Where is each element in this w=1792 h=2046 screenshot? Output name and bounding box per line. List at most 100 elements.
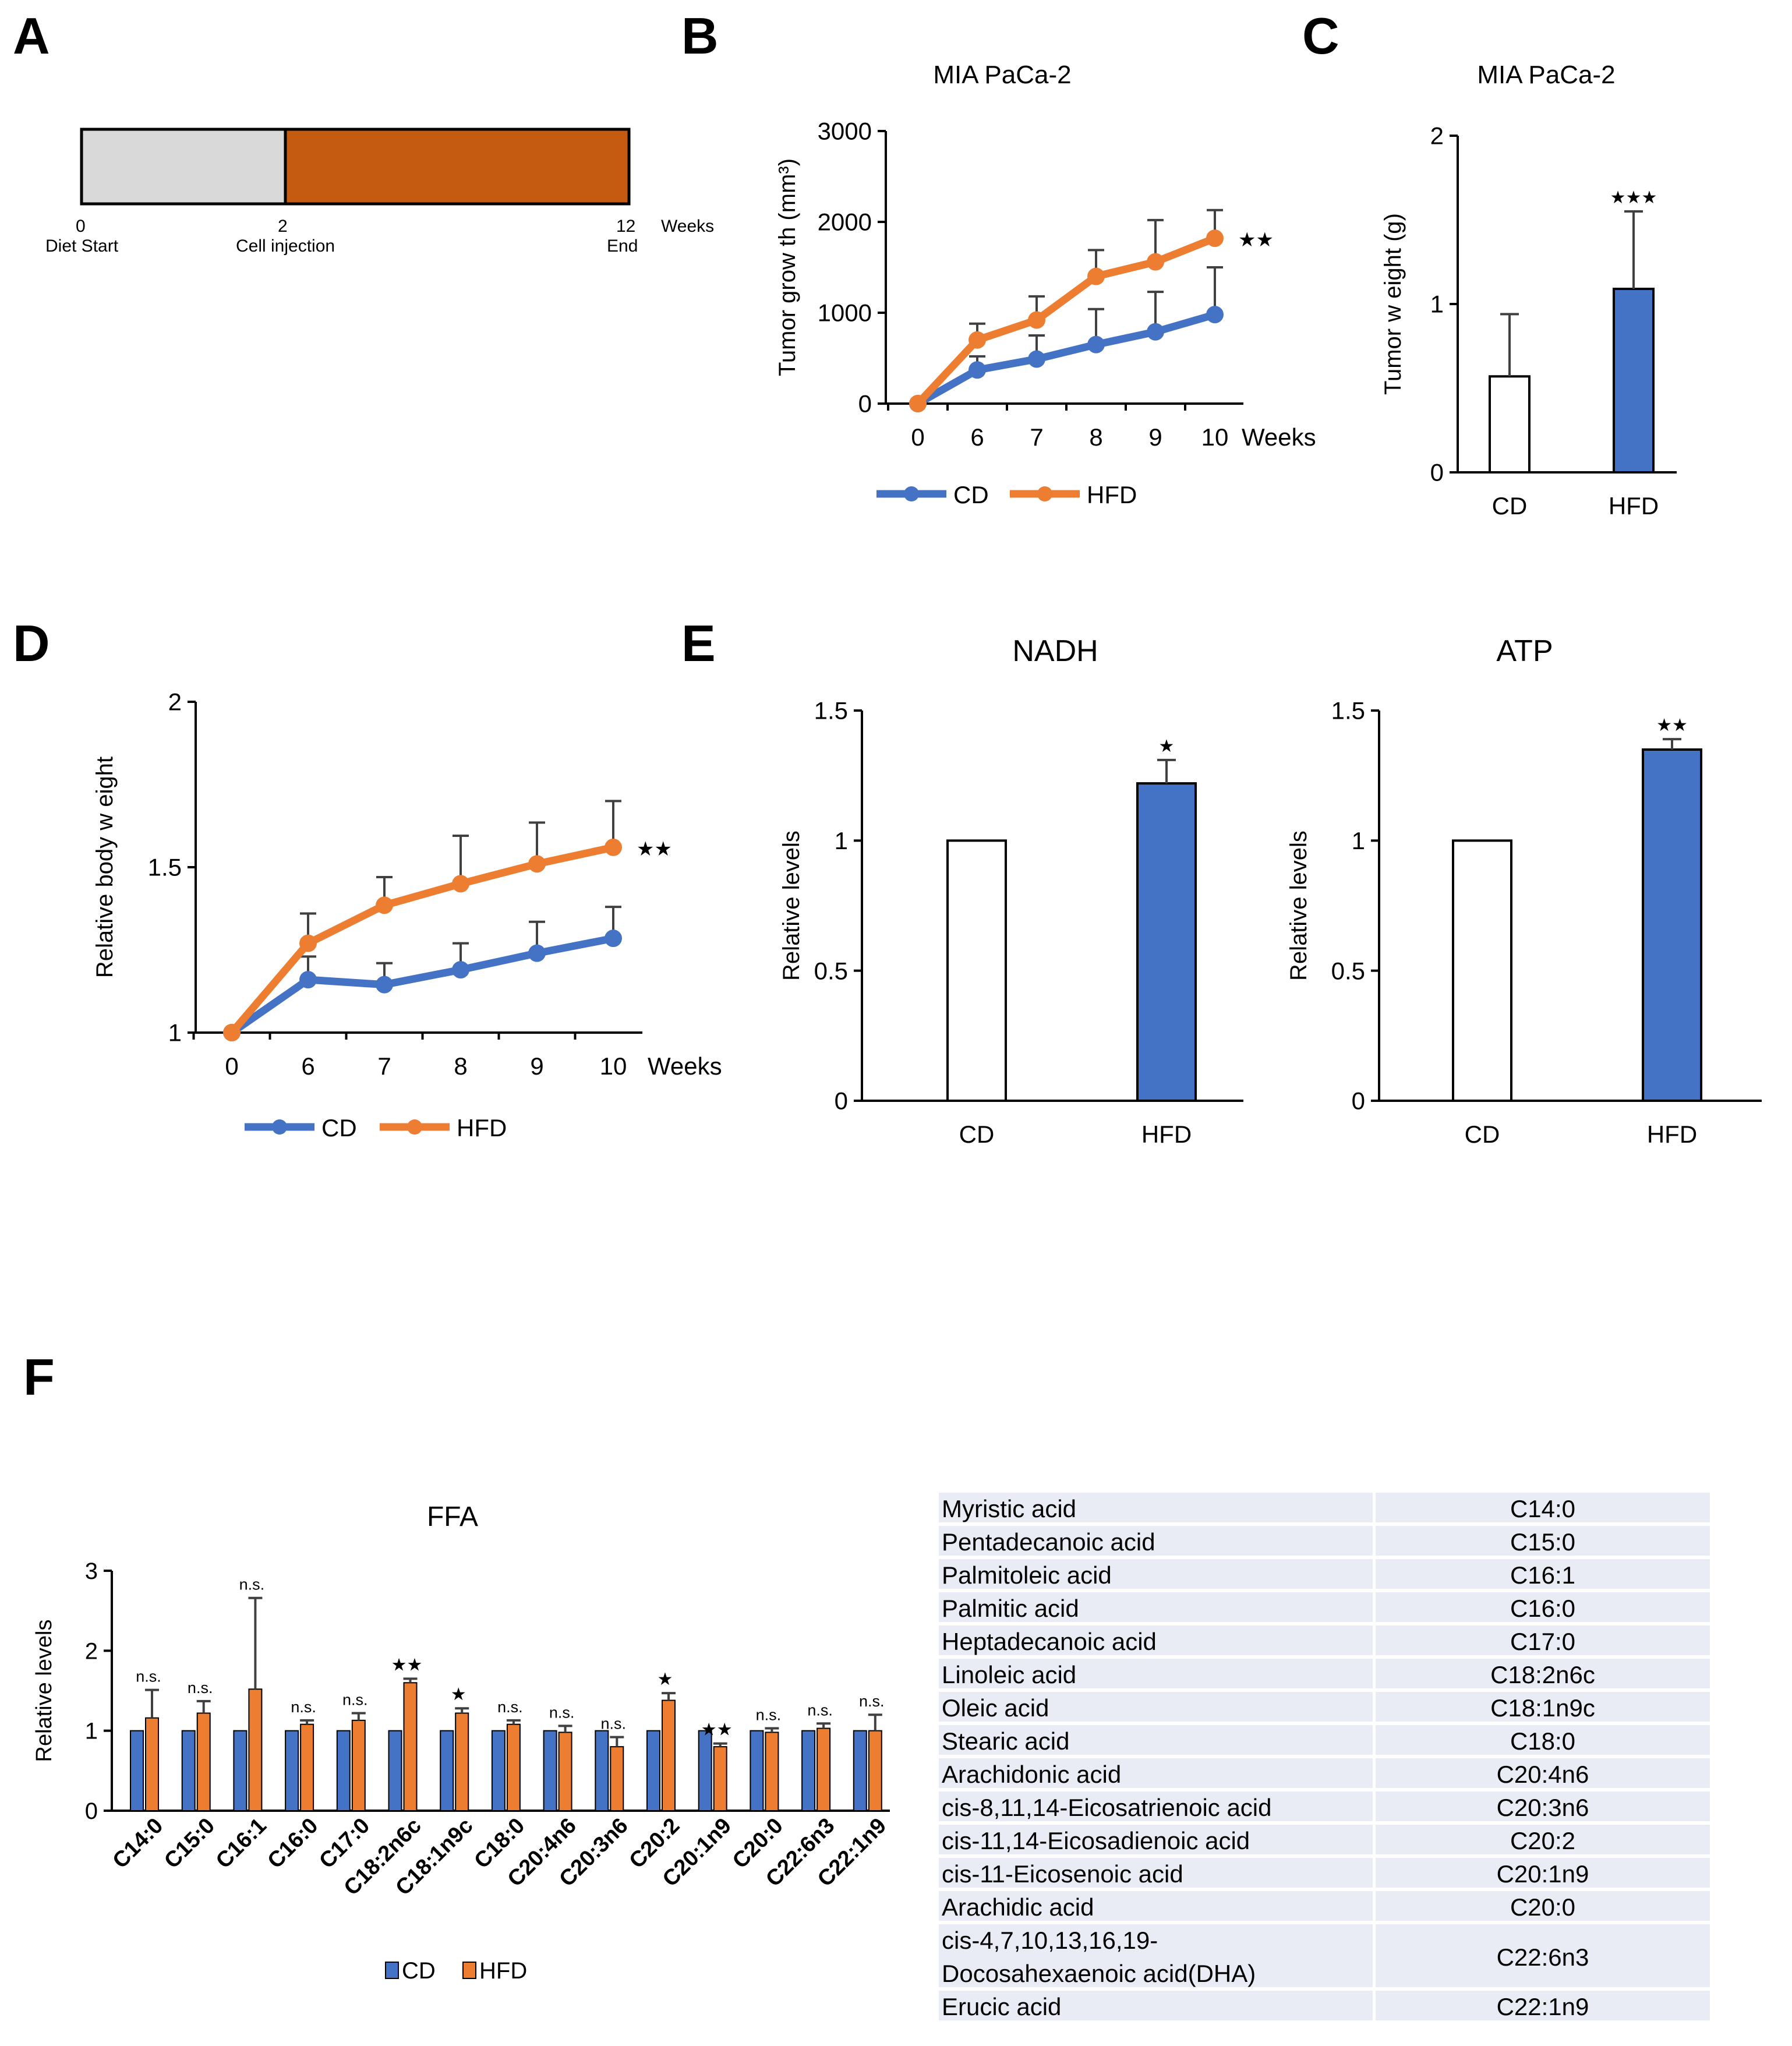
significance-marker: ★ xyxy=(658,1670,673,1689)
acid-code: C18:2n6c xyxy=(1490,1661,1595,1688)
table-row: cis-4,7,10,13,16,19- Docosahexaenoic acid… xyxy=(939,1924,1710,1987)
bar-hfd xyxy=(196,1712,211,1812)
x-tick-label: CD xyxy=(959,1121,995,1148)
significance-marker: n.s. xyxy=(291,1698,316,1716)
x-tick-label: 7 xyxy=(377,1052,391,1080)
table-cell-bg xyxy=(939,1526,1373,1556)
x-tick-label: 10 xyxy=(1201,423,1229,451)
significance-marker: ★★ xyxy=(1238,229,1274,251)
bar-cd xyxy=(853,1730,867,1812)
significance-marker: n.s. xyxy=(497,1698,523,1716)
table-row: cis-11,14-Eicosadienoic acid C20:2 xyxy=(939,1825,1710,1854)
table-cell-bg xyxy=(939,1991,1373,2020)
bar-hfd xyxy=(145,1717,159,1812)
significance-marker: ★★ xyxy=(701,1720,733,1740)
table-cell-bg xyxy=(1376,1493,1710,1522)
table-cell-bg xyxy=(1376,1924,1710,1987)
x-tick-label: CD xyxy=(1492,492,1528,520)
significance-marker: n.s. xyxy=(807,1701,833,1719)
x-axis-unit: Weeks xyxy=(648,1052,722,1080)
bar-hfd xyxy=(403,1682,418,1811)
table-row: Pentadecanoic acid C15:0 xyxy=(939,1526,1710,1556)
significance-marker: ★★ xyxy=(1656,716,1688,735)
panel-label-d: D xyxy=(13,614,50,672)
chart-title: MIA PaCa-2 xyxy=(933,61,1071,89)
table-row: Arachidic acid C20:0 xyxy=(939,1891,1710,1921)
bar-hfd xyxy=(248,1688,263,1812)
data-point-hfd xyxy=(605,838,622,856)
bar-cd xyxy=(1452,839,1512,1102)
chart-title: MIA PaCa-2 xyxy=(1477,61,1615,89)
significance-marker: n.s. xyxy=(859,1692,885,1710)
bar-hfd xyxy=(455,1712,469,1812)
timeline-label-cell-injection: Cell injection xyxy=(236,236,335,256)
acid-name: Stearic acid xyxy=(942,1727,1069,1755)
legend-label-hfd: HFD xyxy=(457,1114,507,1142)
y-tick-label: 3 xyxy=(85,1559,98,1584)
bar-hfd xyxy=(610,1746,624,1811)
data-point-hfd xyxy=(1206,229,1224,248)
y-tick-label: 1 xyxy=(1352,827,1365,854)
table-cell-bg xyxy=(1376,1825,1710,1854)
table-cell-bg xyxy=(939,1692,1373,1722)
table-cell-bg xyxy=(1376,1725,1710,1755)
bar-cd xyxy=(285,1730,299,1812)
acid-name: Palmitoleic acid xyxy=(942,1561,1112,1589)
y-tick-label: 0 xyxy=(85,1798,98,1824)
bar-cd xyxy=(388,1730,402,1812)
significance-marker: n.s. xyxy=(188,1679,213,1697)
data-point-cd xyxy=(605,930,622,948)
y-tick-label: 0 xyxy=(1352,1087,1365,1115)
table-cell-bg xyxy=(939,1924,1373,1987)
significance-marker: n.s. xyxy=(756,1706,782,1724)
bar-cd xyxy=(181,1730,196,1812)
panel-label-f: F xyxy=(23,1348,55,1406)
y-tick-label: 3000 xyxy=(818,118,872,145)
y-tick-label: 1.5 xyxy=(1331,697,1365,725)
y-tick-label: 1.5 xyxy=(148,854,182,881)
bar-hfd xyxy=(351,1719,366,1811)
table-cell-bg xyxy=(939,1791,1373,1821)
x-tick-label: 8 xyxy=(454,1052,467,1080)
acid-name: Myristic acid xyxy=(942,1495,1076,1522)
table-cell-bg xyxy=(1376,1758,1710,1788)
x-tick-label: 6 xyxy=(970,423,984,451)
legend-marker-cd xyxy=(272,1119,287,1135)
data-point-cd xyxy=(299,971,317,989)
table-row: Myristic acid C14:0 xyxy=(939,1493,1710,1522)
table-row: cis-8,11,14-Eicosatrienoic acid C20:3n6 xyxy=(939,1791,1710,1821)
y-tick-label: 0 xyxy=(835,1087,848,1115)
data-point-hfd xyxy=(909,395,927,412)
x-tick-label: C16:1 xyxy=(211,1814,271,1874)
legend-marker-hfd xyxy=(1037,486,1052,501)
bar-hfd xyxy=(817,1727,831,1811)
legend-swatch-hfd xyxy=(462,1962,476,1979)
x-tick-label: 7 xyxy=(1030,423,1043,451)
data-point-cd xyxy=(452,961,469,979)
y-tick-label: 2 xyxy=(85,1638,98,1664)
table-cell-bg xyxy=(1376,1526,1710,1556)
x-tick-label: C14:0 xyxy=(108,1814,168,1874)
y-axis-title: Relative levels xyxy=(1286,831,1312,981)
x-tick-label: CD xyxy=(1465,1121,1500,1148)
series-line-cd xyxy=(916,310,1216,407)
table-cell-bg xyxy=(939,1659,1373,1688)
x-tick-label: 6 xyxy=(301,1052,314,1080)
timeline-tick-2: 2 xyxy=(278,217,288,236)
table-cell-bg xyxy=(939,1758,1373,1788)
x-tick-label: 8 xyxy=(1089,423,1102,451)
acid-code: C20:4n6 xyxy=(1497,1761,1589,1788)
y-tick-label: 2 xyxy=(1430,122,1444,150)
acid-name: Pentadecanoic acid xyxy=(942,1528,1155,1556)
chart-title: FFA xyxy=(427,1501,478,1532)
y-axis-title: Tumor grow th (mm³) xyxy=(775,158,800,376)
bar-cd xyxy=(1489,375,1531,474)
tumor-growth-chart: MIA PaCa-2 0 1000 2000 3000 Tumor grow th (mm… xyxy=(775,61,1316,508)
y-axis-title: Relative levels xyxy=(32,1620,56,1762)
significance-marker: n.s. xyxy=(549,1704,575,1721)
timeline-tick-0: 0 xyxy=(76,217,86,236)
y-tick-label: 1 xyxy=(85,1719,98,1744)
acid-code: C20:3n6 xyxy=(1497,1794,1589,1821)
x-tick-label: 0 xyxy=(225,1052,238,1080)
acid-code: C16:1 xyxy=(1510,1561,1575,1589)
